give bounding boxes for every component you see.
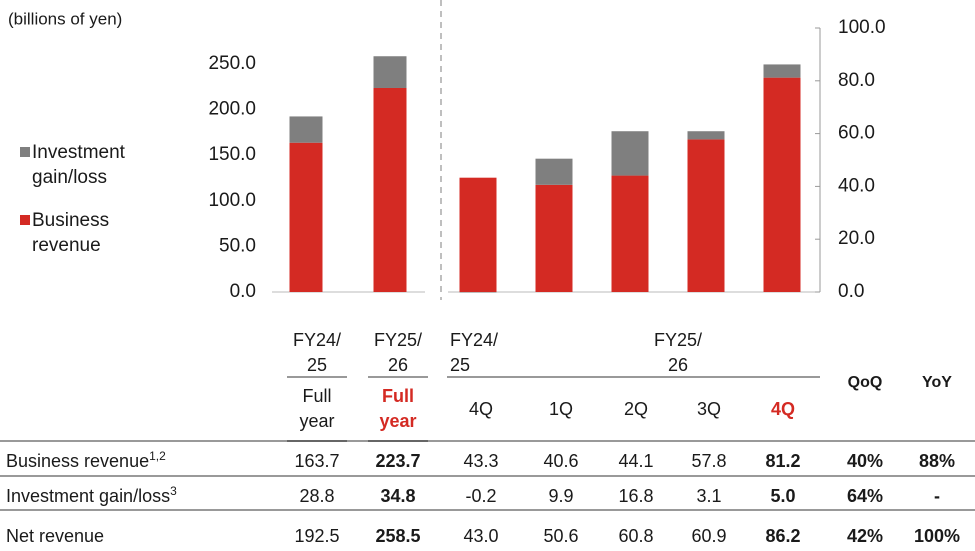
table-cell: 88% — [918, 451, 956, 471]
bar-segment — [687, 139, 725, 292]
legend-item: Investment gain/loss — [20, 140, 167, 190]
y-tick-label: 20.0 — [838, 228, 875, 249]
y-tick-label: 250.0 — [208, 53, 256, 74]
bar-segment — [687, 131, 725, 140]
table-cell: 64% — [846, 486, 884, 506]
period-header: FY25/26 — [373, 330, 423, 375]
table-cell: 40% — [846, 451, 884, 471]
column-header: 3Q — [696, 399, 722, 419]
row-label: Investment gain/loss3 — [6, 484, 177, 509]
bar-segment — [535, 158, 573, 185]
bar-segment — [459, 292, 497, 293]
legend-swatch — [20, 215, 30, 225]
legend-item: Business revenue — [20, 208, 167, 258]
table-cell: 258.5 — [375, 526, 421, 546]
table-cell: 5.0 — [770, 486, 796, 506]
y-tick-label: 100.0 — [208, 190, 256, 211]
footnote-marker: 1,2 — [149, 449, 166, 463]
row-label-text: Business revenue — [6, 451, 150, 471]
bar-segment — [373, 87, 407, 293]
column-header: 4Q — [770, 399, 796, 419]
row-label-text: Net revenue — [6, 526, 105, 546]
y-tick-label: 0.0 — [230, 281, 256, 302]
table-cell: 3.1 — [696, 486, 722, 506]
column-header: QoQ — [847, 374, 883, 391]
legend-swatch — [20, 147, 30, 157]
table-cell: 60.9 — [691, 526, 727, 546]
table-cell: 42% — [846, 526, 884, 546]
y-tick-label: 80.0 — [838, 70, 875, 91]
table-cell: 50.6 — [543, 526, 579, 546]
table-cell: - — [934, 486, 940, 506]
table-cell: 86.2 — [765, 526, 801, 546]
table-cell: -0.2 — [465, 486, 497, 506]
table-cell: 60.8 — [618, 526, 654, 546]
legend-label: Business revenue — [32, 210, 110, 256]
bar-segment — [763, 64, 801, 78]
table-cell: 40.6 — [543, 451, 579, 471]
bar-segment — [289, 142, 323, 292]
bar-segment — [611, 131, 649, 176]
y-tick-label: 0.0 — [838, 281, 864, 302]
bar-segment — [611, 175, 649, 292]
bar-segment — [763, 77, 801, 293]
period-header: FY25/26 — [653, 330, 703, 375]
column-header: 4Q — [468, 399, 494, 419]
column-header: 1Q — [548, 399, 574, 419]
y-tick-label: 40.0 — [838, 175, 875, 196]
row-label-text: Investment gain/loss — [6, 486, 171, 506]
table-cell: 57.8 — [691, 451, 727, 471]
table-cell: 34.8 — [380, 486, 416, 506]
legend-label: Investment gain/loss — [32, 142, 125, 188]
table-cell: 43.0 — [463, 526, 499, 546]
row-label: Business revenue1,2 — [6, 449, 166, 474]
column-header: YoY — [922, 374, 952, 391]
bar-segment — [535, 184, 573, 292]
y-tick-label: 200.0 — [208, 99, 256, 120]
table-cell: 43.3 — [463, 451, 499, 471]
column-header: Full year — [379, 386, 417, 431]
table-cell: 223.7 — [375, 451, 421, 471]
bar-segment — [289, 116, 323, 143]
row-label: Net revenue — [6, 524, 104, 549]
table-cell: 44.1 — [618, 451, 654, 471]
bar-segment — [373, 56, 407, 88]
unit-label: (billions of yen) — [8, 9, 122, 28]
period-header: FY24/25 — [450, 330, 499, 375]
y-tick-label: 100.0 — [838, 17, 886, 38]
column-header: 2Q — [623, 399, 649, 419]
table-cell: 100% — [913, 526, 961, 546]
table-cell: 192.5 — [294, 526, 340, 546]
table-cell: 16.8 — [618, 486, 654, 506]
y-tick-label: 50.0 — [219, 235, 256, 256]
table-cell: 9.9 — [548, 486, 574, 506]
bar-segment — [459, 177, 497, 292]
table-cell: 163.7 — [294, 451, 340, 471]
footnote-marker: 3 — [170, 484, 177, 498]
table-cell: 81.2 — [765, 451, 801, 471]
table-cell: 28.8 — [299, 486, 335, 506]
column-header: Full year — [299, 386, 335, 431]
y-tick-label: 60.0 — [838, 123, 875, 144]
y-tick-label: 150.0 — [208, 144, 256, 165]
period-header: FY24/25 — [292, 330, 342, 375]
